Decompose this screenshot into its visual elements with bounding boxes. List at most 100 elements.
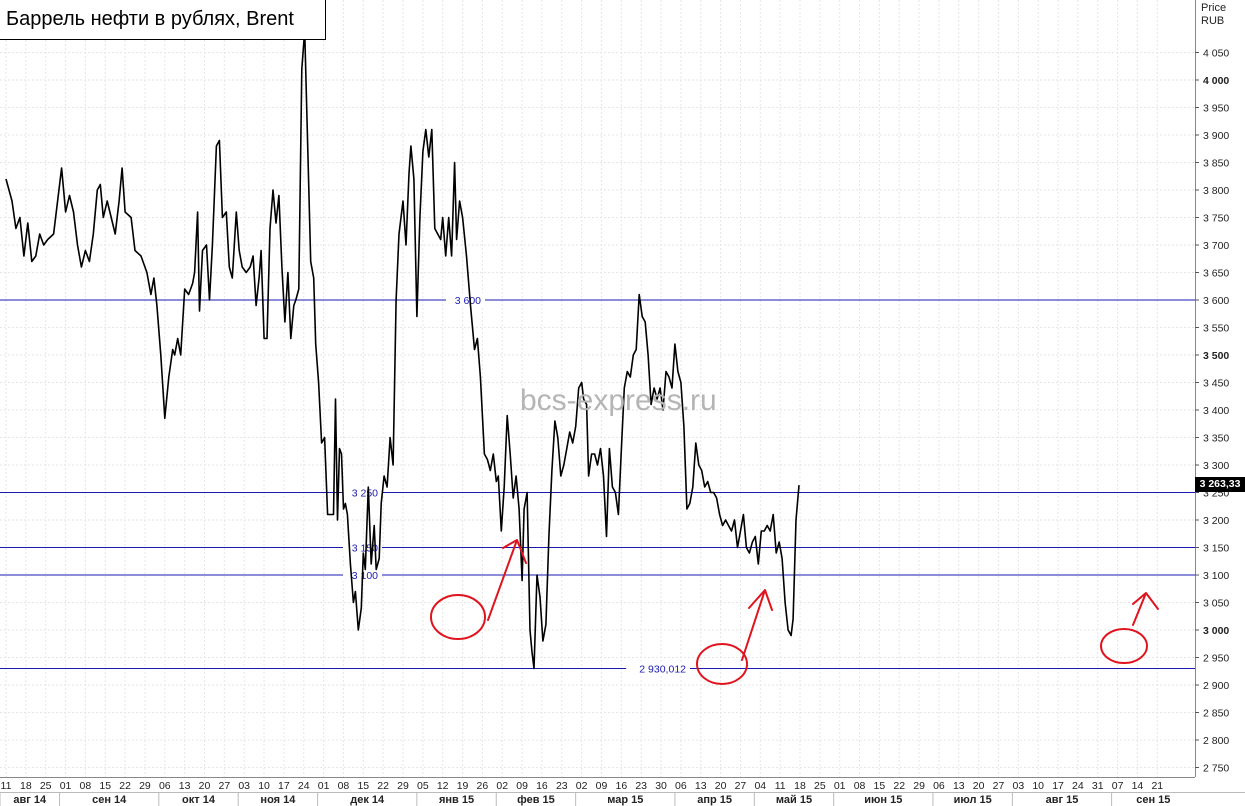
y-tick-label: 3 950: [1203, 103, 1229, 115]
x-day-label: 27: [993, 780, 1005, 792]
y-tick-label: 3 700: [1203, 240, 1229, 252]
x-day-label: 18: [20, 780, 32, 792]
y-tick-label: 3 750: [1203, 213, 1229, 225]
x-day-label: 27: [735, 780, 747, 792]
x-day-label: 23: [635, 780, 647, 792]
x-day-label: 27: [219, 780, 231, 792]
x-axis-panel: [0, 777, 1245, 806]
x-day-label: 17: [278, 780, 290, 792]
x-day-label: 11: [775, 780, 786, 792]
y-axis: 2 750 2 800 2 850 2 900 2 950 3 000 3 050 3 100…: [1195, 0, 1245, 777]
x-day-label: 22: [893, 780, 905, 792]
y-tick-label: 4 000: [1203, 75, 1229, 87]
chart-title: Баррель нефти в рублях, Brent: [0, 0, 326, 40]
x-month-label: май 15: [776, 794, 812, 806]
x-day-label: 01: [834, 780, 846, 792]
x-day-label: 26: [477, 780, 489, 792]
x-day-label: 20: [199, 780, 211, 792]
x-day-label: 20: [973, 780, 985, 792]
x-month-label: авг 14: [13, 794, 47, 806]
y-tick-label: 3 650: [1203, 268, 1229, 280]
y-tick-label: 3 050: [1203, 598, 1229, 610]
price-label: Price: [1201, 2, 1227, 14]
x-day-label: 30: [655, 780, 667, 792]
x-day-label: 08: [854, 780, 866, 792]
price-line: [5, 29, 800, 670]
x-day-label: 07: [1112, 780, 1124, 792]
x-month-label: авг 15: [1046, 794, 1079, 806]
x-day-label: 16: [616, 780, 628, 792]
x-day-label: 16: [536, 780, 548, 792]
x-month-label: сен 14: [92, 794, 127, 806]
x-month-label: июл 15: [954, 794, 992, 806]
x-day-label: 13: [695, 780, 707, 792]
x-month-label: июн 15: [864, 794, 902, 806]
last-price-badge: 3 263,33: [1195, 477, 1245, 492]
y-tick-label: 3 150: [1203, 543, 1229, 555]
x-day-label: 29: [139, 780, 151, 792]
x-month-label: янв 15: [439, 794, 474, 806]
watermark: bcs-express.ru: [520, 384, 717, 417]
x-day-label: 19: [457, 780, 469, 792]
y-tick-label: 3 000: [1203, 625, 1229, 637]
y-tick-label: 3 100: [1203, 570, 1229, 582]
price-unit-label: Price RUB: [1201, 2, 1226, 28]
x-day-label: 10: [1032, 780, 1044, 792]
x-day-label: 12: [437, 780, 449, 792]
y-tick-label: 3 550: [1203, 323, 1229, 335]
x-day-label: 06: [675, 780, 687, 792]
y-tick-label: 3 900: [1203, 130, 1229, 142]
x-day-label: 14: [1132, 780, 1144, 792]
x-day-label: 09: [516, 780, 528, 792]
x-day-label: 08: [338, 780, 350, 792]
level-label-bg: [343, 485, 382, 499]
x-month-label: мар 15: [607, 794, 643, 806]
x-day-label: 18: [794, 780, 806, 792]
x-day-label: 13: [953, 780, 965, 792]
annotation-circle: [430, 594, 486, 640]
x-day-label: 22: [377, 780, 389, 792]
x-day-label: 13: [179, 780, 191, 792]
annotation-arrow: [741, 589, 773, 661]
level-label-bg: [626, 661, 690, 675]
x-day-label: 29: [397, 780, 409, 792]
x-day-label: 10: [258, 780, 270, 792]
x-day-label: 01: [60, 780, 72, 792]
x-day-label: 29: [913, 780, 925, 792]
x-day-label: 23: [556, 780, 568, 792]
x-day-label: 21: [1151, 780, 1163, 792]
y-tick-label: 2 950: [1203, 653, 1229, 665]
y-tick-label: 2 800: [1203, 735, 1229, 747]
level-label: 3 600: [455, 295, 481, 307]
level-label: 2 930,012: [639, 663, 686, 675]
x-month-label: апр 15: [697, 794, 732, 806]
y-tick-label: 3 400: [1203, 405, 1229, 417]
x-axis: 11 18 25 01 08 15 22 29 06 13 20 27 03 10 17 24 01 08 15 22…: [0, 777, 1245, 806]
x-day-label: 03: [1013, 780, 1025, 792]
x-day-label: 04: [754, 780, 766, 792]
x-day-label: 15: [357, 780, 369, 792]
x-month-label: сен 15: [1136, 794, 1170, 806]
annotation-circle: [1100, 628, 1148, 664]
annotation-circle: [696, 643, 748, 685]
x-day-label: 08: [80, 780, 92, 792]
x-day-label: 06: [159, 780, 171, 792]
y-tick-label: 3 500: [1203, 350, 1229, 362]
annotations: [430, 539, 1159, 685]
y-tick-label: 3 350: [1203, 433, 1229, 445]
y-tick-label: 3 300: [1203, 460, 1229, 472]
y-tick-label: 2 750: [1203, 763, 1229, 775]
x-day-label: 02: [496, 780, 508, 792]
x-month-label: дек 14: [350, 794, 385, 806]
annotation-arrow: [487, 539, 527, 621]
x-day-label: 24: [1072, 780, 1084, 792]
x-day-label: 20: [715, 780, 727, 792]
y-tick-label: 3 850: [1203, 158, 1229, 170]
x-month-label: окт 14: [182, 794, 216, 806]
y-axis-panel: [1195, 0, 1245, 777]
price-series: [5, 29, 800, 670]
x-day-label: 25: [40, 780, 52, 792]
x-day-label: 05: [417, 780, 429, 792]
grid: [0, 0, 1195, 777]
level-label: 3 250: [352, 488, 378, 500]
